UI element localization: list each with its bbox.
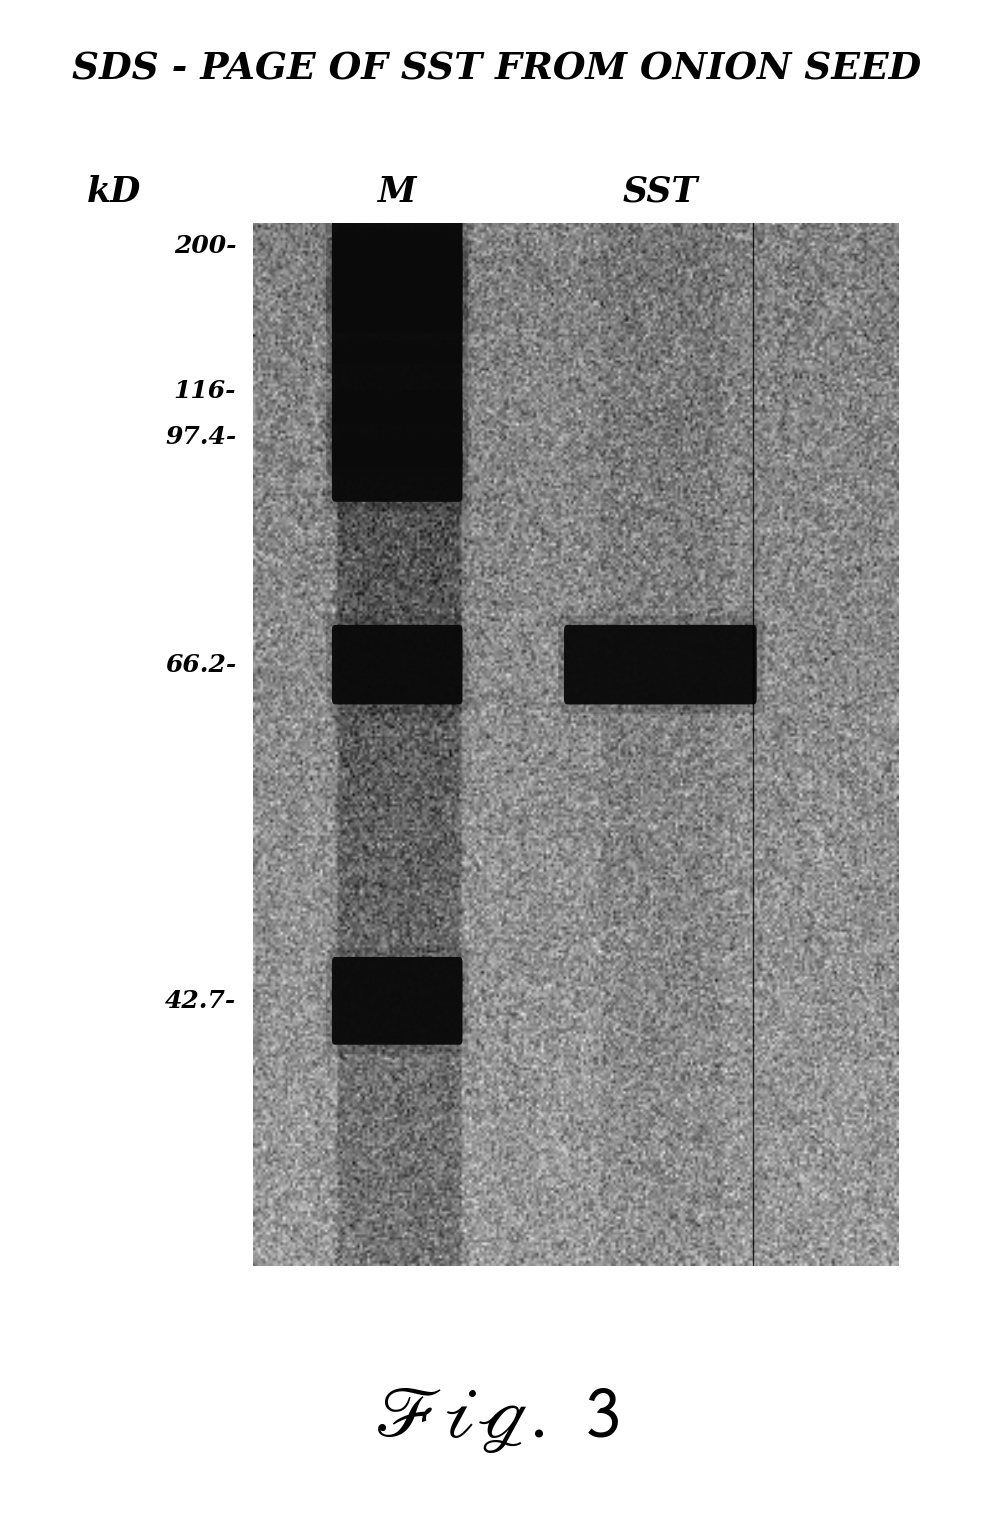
Text: kD: kD bbox=[87, 175, 141, 209]
FancyBboxPatch shape bbox=[326, 441, 469, 511]
FancyBboxPatch shape bbox=[326, 348, 469, 434]
Text: $\mathscr{Fig.\ 3}$: $\mathscr{Fig.\ 3}$ bbox=[374, 1385, 619, 1455]
FancyBboxPatch shape bbox=[332, 407, 463, 468]
FancyBboxPatch shape bbox=[558, 616, 763, 714]
FancyBboxPatch shape bbox=[332, 450, 463, 502]
Text: 66.2-: 66.2- bbox=[165, 652, 236, 677]
Text: M: M bbox=[378, 175, 416, 209]
Text: SDS - PAGE OF SST FROM ONION SEED: SDS - PAGE OF SST FROM ONION SEED bbox=[71, 51, 922, 87]
Text: 200-: 200- bbox=[174, 233, 236, 258]
FancyBboxPatch shape bbox=[332, 281, 463, 333]
FancyBboxPatch shape bbox=[332, 956, 463, 1045]
FancyBboxPatch shape bbox=[332, 246, 463, 307]
FancyBboxPatch shape bbox=[326, 272, 469, 342]
FancyBboxPatch shape bbox=[564, 625, 757, 705]
Text: SST: SST bbox=[623, 175, 698, 209]
FancyBboxPatch shape bbox=[326, 196, 469, 295]
FancyBboxPatch shape bbox=[326, 398, 469, 477]
Text: 116-: 116- bbox=[174, 379, 236, 404]
Text: 97.4-: 97.4- bbox=[165, 425, 236, 450]
FancyBboxPatch shape bbox=[332, 359, 463, 424]
FancyBboxPatch shape bbox=[326, 947, 469, 1055]
FancyBboxPatch shape bbox=[332, 312, 463, 364]
FancyBboxPatch shape bbox=[326, 616, 469, 714]
Text: 42.7-: 42.7- bbox=[165, 989, 236, 1013]
FancyBboxPatch shape bbox=[332, 625, 463, 705]
FancyBboxPatch shape bbox=[326, 236, 469, 316]
FancyBboxPatch shape bbox=[326, 302, 469, 373]
FancyBboxPatch shape bbox=[332, 206, 463, 286]
